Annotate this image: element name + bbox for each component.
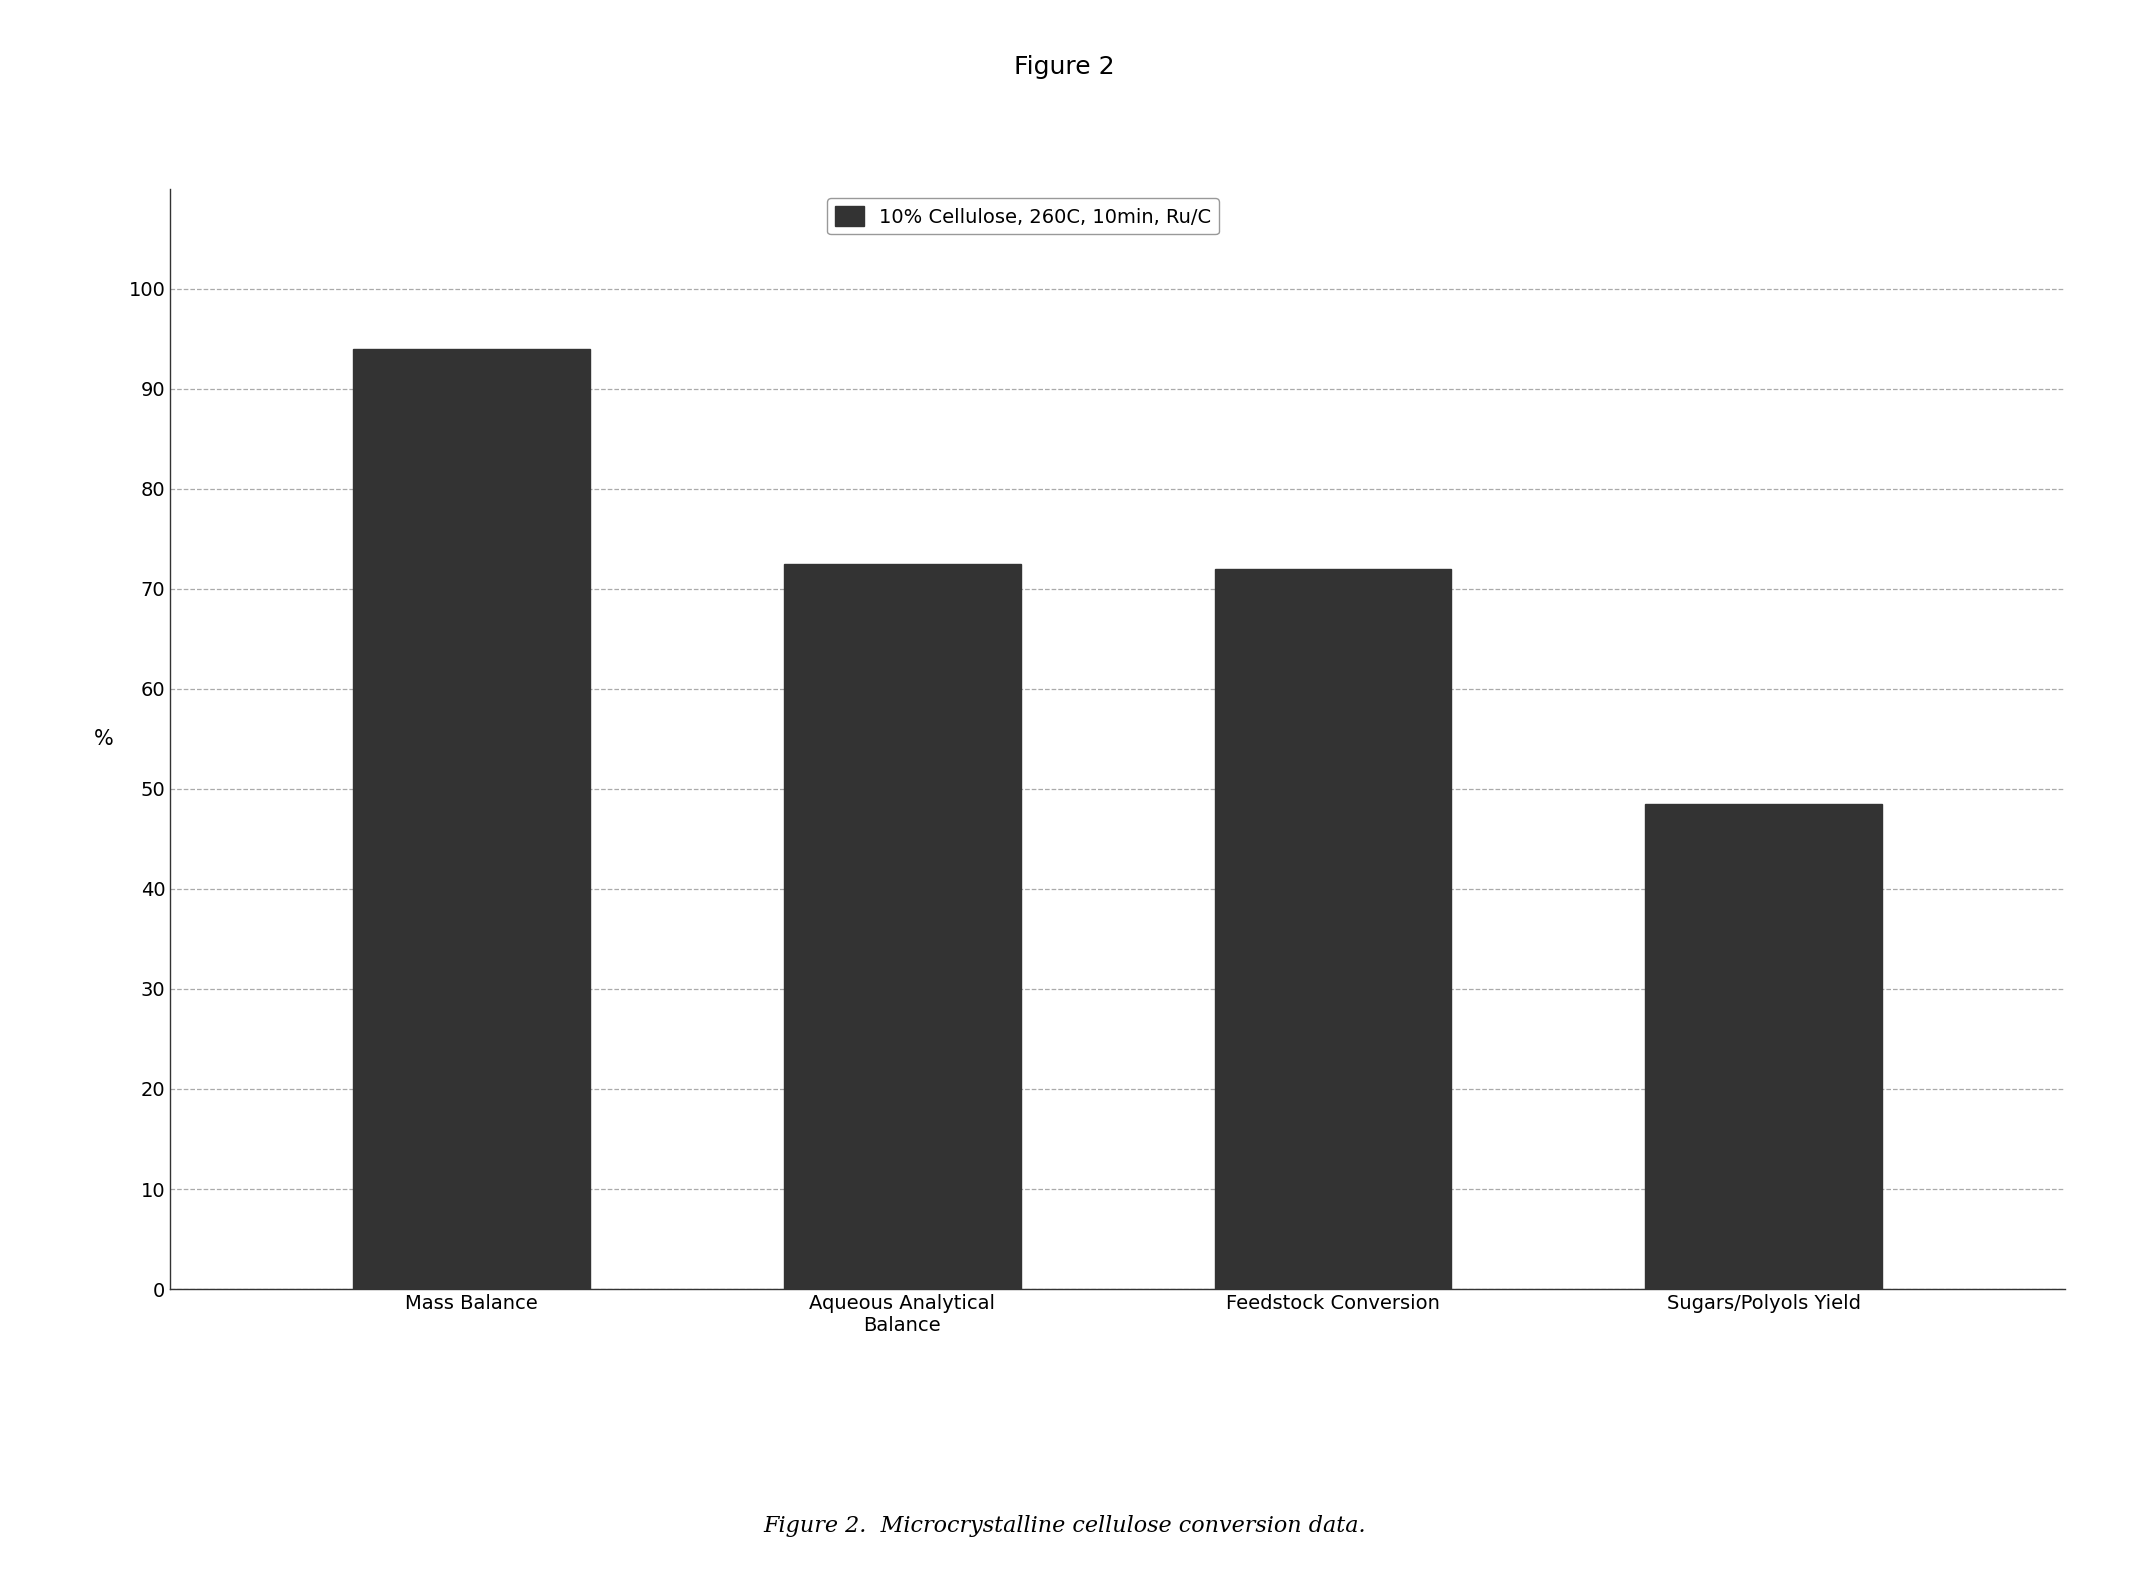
Text: Figure 2: Figure 2 bbox=[1013, 55, 1116, 79]
Bar bbox=[783, 564, 1020, 1289]
Bar bbox=[1646, 803, 1882, 1289]
Bar bbox=[1216, 569, 1452, 1289]
Legend: 10% Cellulose, 260C, 10min, Ru/C: 10% Cellulose, 260C, 10min, Ru/C bbox=[826, 198, 1220, 234]
Bar bbox=[353, 349, 590, 1289]
Text: Figure 2.  Microcrystalline cellulose conversion data.: Figure 2. Microcrystalline cellulose con… bbox=[762, 1515, 1367, 1537]
Y-axis label: %: % bbox=[94, 729, 113, 748]
